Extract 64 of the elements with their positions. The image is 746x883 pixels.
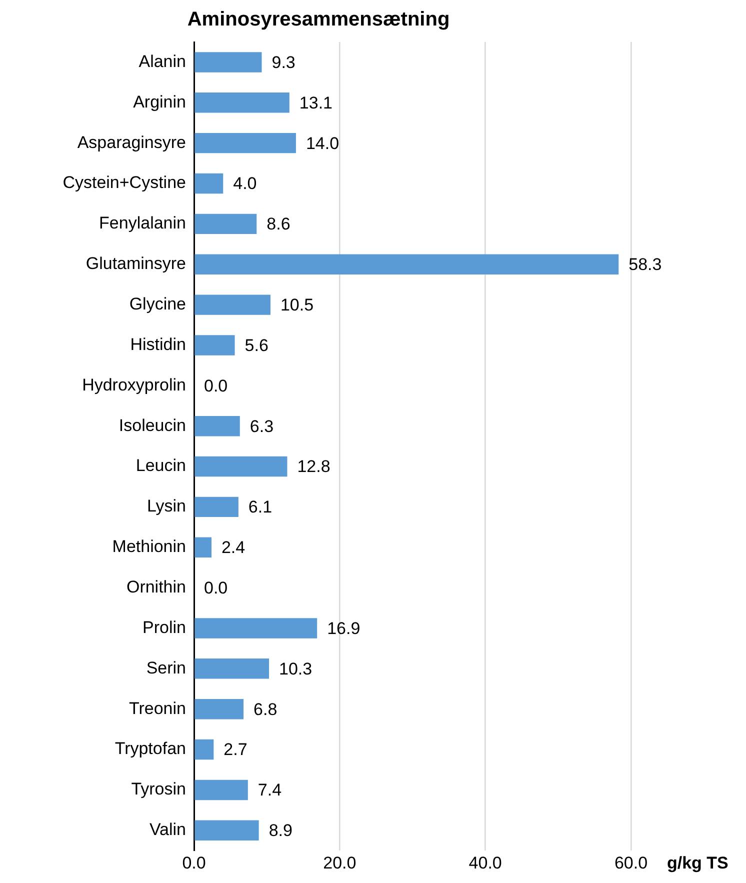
y-tick-label: Glycine (129, 294, 186, 314)
data-label: 6.3 (250, 416, 274, 436)
bar (194, 496, 238, 518)
bar (194, 132, 296, 154)
y-tick-label: Isoleucin (118, 416, 186, 435)
data-label: 10.5 (280, 295, 314, 314)
data-label: 0.0 (204, 376, 228, 396)
data-label: 0.0 (204, 578, 228, 598)
data-label: 14.0 (306, 134, 340, 153)
bar (194, 618, 318, 638)
x-tick-label: 20.0 (323, 853, 356, 872)
y-tick-label: Histidin (130, 334, 186, 354)
data-label: 58.3 (628, 255, 662, 274)
data-label: 8.9 (268, 821, 292, 840)
y-tick-label: Lysin (146, 496, 186, 516)
y-tick-label: Tyrosin (131, 780, 186, 799)
y-tick-label: Treonin (128, 698, 186, 718)
y-tick-label: Glutaminsyre (86, 254, 186, 274)
data-label: 6.1 (248, 498, 272, 517)
data-label: 7.4 (258, 780, 282, 800)
bar (194, 173, 224, 194)
bar (194, 698, 244, 720)
y-tick-label: Cystein+Cystine (62, 173, 186, 192)
bar (194, 780, 248, 800)
bar (194, 456, 288, 477)
y-tick-label: Valin (149, 820, 186, 840)
bar (194, 658, 270, 679)
bar (194, 254, 619, 274)
x-axis-title: g/kg TS (667, 853, 728, 872)
bar (194, 416, 240, 436)
x-tick-label: 40.0 (468, 853, 502, 872)
bar (194, 820, 259, 840)
x-tick-label: 60.0 (614, 853, 648, 872)
y-tick-label: Ornithin (126, 577, 186, 596)
y-tick-label: Hydroxyprolin (82, 375, 186, 394)
y-tick-label: Methionin (112, 537, 186, 556)
y-tick-label: Tryptofan (114, 739, 186, 758)
y-tick-label: Fenylalanin (99, 214, 186, 233)
x-tick-label: 0.0 (182, 853, 206, 872)
data-label: 6.8 (254, 700, 278, 719)
data-label: 12.8 (297, 457, 330, 476)
data-label: 16.9 (327, 618, 360, 638)
bar (194, 214, 257, 234)
bar (194, 52, 262, 72)
bar (194, 294, 270, 315)
y-tick-label: Asparaginsyre (77, 132, 186, 152)
chart-title: Aminosyresammensætning (187, 8, 450, 31)
data-label: 9.3 (272, 52, 296, 72)
y-tick-label: Leucin (136, 456, 186, 476)
data-label: 4.0 (233, 174, 257, 194)
y-tick-label: Arginin (133, 92, 186, 112)
bar (194, 335, 235, 356)
bar (194, 537, 212, 558)
data-label: 5.6 (244, 336, 268, 355)
y-tick-label: Prolin (142, 618, 186, 637)
y-tick-label: Serin (146, 658, 186, 678)
data-label: 2.7 (224, 740, 248, 760)
data-label: 13.1 (299, 93, 333, 112)
bar (194, 739, 214, 760)
y-tick-label: Alanin (138, 52, 186, 71)
data-label: 10.3 (279, 659, 312, 678)
data-label: 8.6 (266, 214, 290, 234)
bar (194, 92, 290, 113)
data-label: 2.4 (221, 538, 246, 558)
